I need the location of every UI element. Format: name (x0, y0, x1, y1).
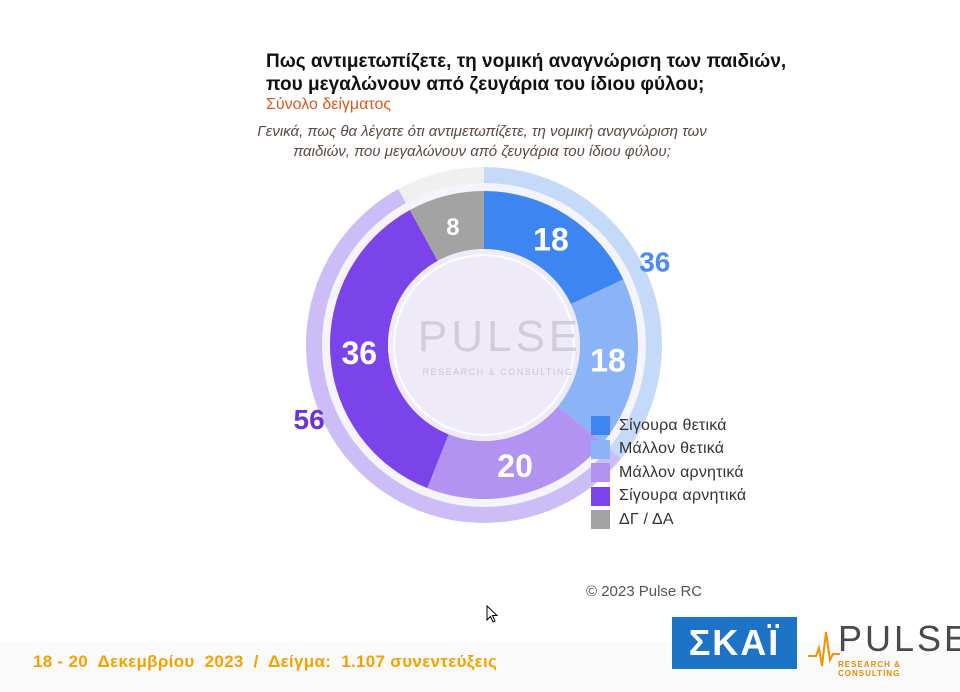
footer-date-sample: 18 - 20 Δεκεμβρίου 2023 / Δείγμα: 1.107 … (33, 652, 498, 671)
footer-bar (0, 642, 960, 692)
legend-label: ΔΓ / ΔΑ (619, 510, 674, 528)
legend-swatch (591, 463, 610, 483)
pulse-logo-tagline: RESEARCH & CONSULTING (838, 660, 901, 678)
inner-value-label: 8 (446, 214, 459, 241)
outer-ring-segment (398, 167, 484, 204)
legend-swatch (591, 486, 610, 506)
legend-item: Μάλλον θετικά (591, 438, 746, 462)
inner-value-label: 18 (590, 343, 626, 379)
legend-item: Μάλλον αρνητικά (591, 461, 746, 485)
inner-value-label: 18 (533, 221, 569, 257)
outer-value-label: 36 (639, 247, 670, 278)
question-text: Γενικά, πως θα λέγατε ότι αντιμετωπίζετε… (257, 123, 707, 160)
legend-label: Σίγουρα αρνητικά (619, 487, 747, 505)
inner-value-label: 20 (497, 448, 533, 484)
pulse-wave-icon (808, 631, 840, 667)
chart-legend: Σίγουρα θετικά Μάλλον θετικά Μάλλον αρνητι… (591, 414, 746, 532)
inner-ring-segment (427, 406, 603, 499)
inner-ring-segment (484, 191, 624, 305)
inner-value-label: 36 (341, 335, 377, 371)
inner-ring-segment (409, 191, 484, 261)
pulse-logo-word: PULSE (838, 618, 960, 659)
copyright-text: © 2023 Pulse RC (586, 583, 703, 600)
legend-swatch (591, 416, 610, 436)
legend-label: Μάλλον αρνητικά (619, 463, 744, 481)
pulse-logo: PULSE RESEARCH & CONSULTING (808, 618, 960, 678)
legend-swatch (591, 439, 610, 459)
watermark-tagline: RESEARCH & CONSULTING (423, 367, 574, 377)
donut-center-ring (393, 254, 575, 436)
watermark-brand: PULSE (418, 312, 582, 361)
outer-value-label: 56 (294, 404, 325, 435)
inner-ring-segment (329, 210, 449, 489)
skai-logo: ΣΚΑΪ (672, 617, 797, 669)
donut-center (388, 249, 580, 441)
legend-item: Σίγουρα θετικά (591, 414, 746, 438)
inner-ring-segment (557, 279, 639, 444)
outer-ring-segment (484, 167, 662, 459)
mouse-pointer-icon (486, 605, 499, 623)
legend-item: ΔΓ / ΔΑ (591, 508, 746, 532)
legend-swatch (591, 510, 610, 530)
chart-title: Πως αντιμετωπίζετε, τη νομική αναγνώριση… (266, 51, 787, 95)
legend-label: Σίγουρα θετικά (619, 416, 727, 434)
legend-item: Σίγουρα αρνητικά (591, 485, 746, 509)
chart-subtitle: Σύνολο δείγματος (266, 96, 392, 113)
legend-label: Μάλλον θετικά (619, 440, 725, 458)
